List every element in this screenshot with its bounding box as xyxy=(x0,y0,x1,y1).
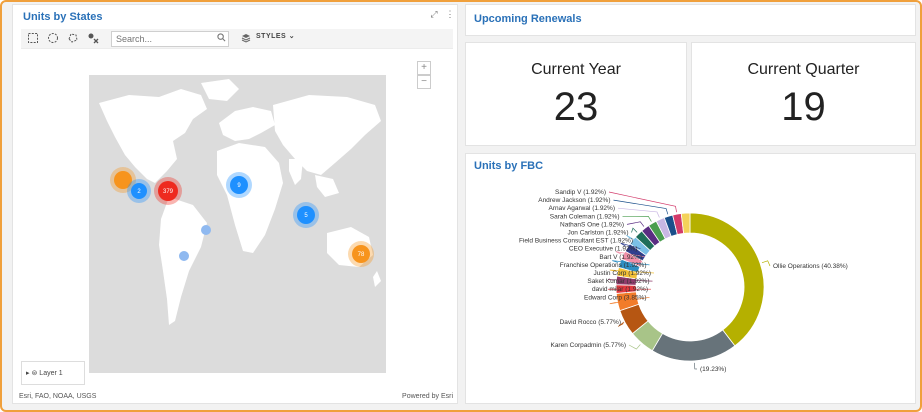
current-year-card: Current Year 23 xyxy=(465,42,687,146)
map-attribution: Esri, FAO, NOAA, USGS xyxy=(19,393,97,400)
south-america-land xyxy=(159,197,207,325)
donut-leader-line xyxy=(626,221,645,227)
donut-leader-line xyxy=(613,199,669,215)
current-year-value: 23 xyxy=(553,85,599,129)
donut-label: Justin Corp (1.92%) xyxy=(594,270,651,277)
map-marker[interactable]: 5 xyxy=(293,202,319,228)
clear-selection-icon[interactable] xyxy=(87,32,99,44)
map-marker-label: 379 xyxy=(163,189,174,195)
africa-land xyxy=(217,143,283,253)
donut-label: Edward Corp (3.85%) xyxy=(584,294,647,301)
india-land xyxy=(289,159,303,185)
donut-label: Field Business Consultant EST (1.92%) xyxy=(519,238,633,245)
donut-leader-line xyxy=(609,269,655,274)
units-by-fbc-panel: Units by FBC Ollie Operations (40.38%) (1… xyxy=(465,153,916,404)
map-search-input[interactable] xyxy=(111,31,229,47)
powered-by-esri: Powered by Esri xyxy=(402,393,453,400)
donut-slice[interactable] xyxy=(651,329,736,362)
map-marker-label: 9 xyxy=(237,183,241,189)
donut-leader-line xyxy=(628,344,641,350)
world-map[interactable]: 2 379 9 5 xyxy=(89,75,386,373)
map-panel-title: Units by States xyxy=(23,11,103,23)
current-quarter-card: Current Quarter 19 xyxy=(691,42,916,146)
rectangle-select-icon[interactable] xyxy=(27,32,39,44)
current-quarter-value: 19 xyxy=(781,85,826,129)
donut-leader-line xyxy=(617,321,625,327)
europe-land xyxy=(219,107,275,141)
world-map-svg: 2 379 9 5 xyxy=(99,79,381,325)
donut-leader-line xyxy=(609,296,650,305)
greenland-land xyxy=(201,79,239,101)
layer-label: Layer 1 xyxy=(39,370,63,377)
map-marker[interactable]: 379 xyxy=(154,177,182,205)
asia-land xyxy=(273,95,381,175)
donut-leader-line xyxy=(617,207,660,218)
donut-leader-line xyxy=(761,260,771,267)
map-marker-label: 5 xyxy=(304,213,308,219)
map-panel: Units by States ⤢ ⋮ STYLES ⌄ xyxy=(12,4,458,404)
map-toolbar: STYLES ⌄ xyxy=(21,29,453,49)
southeast-asia-land xyxy=(315,175,339,197)
donut-leader-line xyxy=(620,242,641,250)
new-zealand-land xyxy=(373,271,381,287)
map-marker[interactable]: 2 xyxy=(127,179,151,203)
donut-label: (19.23%) xyxy=(700,366,726,373)
donut-label: Karen Corpadmin (5.77%) xyxy=(550,342,626,349)
donut-label: david milar (1.92%) xyxy=(592,286,648,293)
search-icon[interactable] xyxy=(217,33,226,42)
donut-label: Franchise Operations (1.92%) xyxy=(560,262,647,269)
lasso-select-icon[interactable] xyxy=(67,32,79,44)
zoom-in-button[interactable]: + xyxy=(417,61,431,75)
expand-icon[interactable]: ⤢ xyxy=(430,9,438,19)
fbc-title: Units by FBC xyxy=(474,160,544,172)
caret-right-icon: ▸ xyxy=(26,370,30,377)
donut-leader-line xyxy=(626,234,637,241)
donut-label: Jon Carlston (1.92%) xyxy=(567,230,628,237)
layer-toggle[interactable]: ▸ ⊜ Layer 1 xyxy=(21,361,85,385)
donut-label: David Rocco (5.77%) xyxy=(560,319,621,326)
styles-label: STYLES xyxy=(256,33,287,40)
donut-label: Saket Kumar (1.92%) xyxy=(587,278,649,285)
current-year-label: Current Year xyxy=(531,61,621,78)
map-marker-label: 2 xyxy=(137,189,141,195)
donut-leader-line xyxy=(622,215,652,222)
donut-label: Andrew Jackson (1.92%) xyxy=(538,197,610,204)
north-america-land xyxy=(99,89,207,183)
styles-dropdown[interactable]: STYLES ⌄ xyxy=(256,32,295,40)
donut-leader-line xyxy=(694,362,698,370)
map-marker-label: 78 xyxy=(358,252,365,258)
renewals-title: Upcoming Renewals xyxy=(474,13,582,25)
fbc-donut-chart: Ollie Operations (40.38%) (19.23%) Karen C… xyxy=(519,189,848,373)
donut-label: Ollie Operations (40.38%) xyxy=(773,263,848,270)
donut-label: Sarah Coleman (1.92%) xyxy=(550,213,620,220)
layers-icon[interactable] xyxy=(241,33,251,43)
donut-label: Bart V (1.92%) xyxy=(599,254,642,261)
map-marker[interactable] xyxy=(110,167,136,193)
map-marker[interactable]: 9 xyxy=(226,172,252,198)
donut-label: NathanS One (1.92%) xyxy=(560,221,624,228)
zoom-out-button[interactable]: − xyxy=(417,75,431,89)
donut-leader-line xyxy=(631,227,638,233)
map-point[interactable] xyxy=(201,225,211,235)
donut-leader-line xyxy=(612,260,650,266)
more-options-icon[interactable]: ⋮ xyxy=(445,9,455,19)
donut-slice[interactable] xyxy=(680,212,691,234)
donut-leader-line xyxy=(615,251,646,258)
map-point[interactable] xyxy=(179,251,189,261)
layers-icon: ⊜ xyxy=(31,370,38,377)
donut-leader-line xyxy=(608,279,653,282)
map-marker[interactable]: 78 xyxy=(348,241,374,267)
current-quarter-label: Current Quarter xyxy=(747,61,860,78)
donut-label: CEO Executive (1.92%) xyxy=(569,246,638,253)
chevron-down-icon: ⌄ xyxy=(288,33,296,40)
donut-label: Arnav Agarwal (1.92%) xyxy=(549,205,615,212)
donut-slice[interactable] xyxy=(689,212,765,347)
donut-leader-line xyxy=(608,191,677,213)
renewals-panel: Upcoming Renewals xyxy=(465,4,916,36)
circle-select-icon[interactable] xyxy=(47,32,59,44)
donut-label: Sandip V (1.92%) xyxy=(555,189,606,196)
